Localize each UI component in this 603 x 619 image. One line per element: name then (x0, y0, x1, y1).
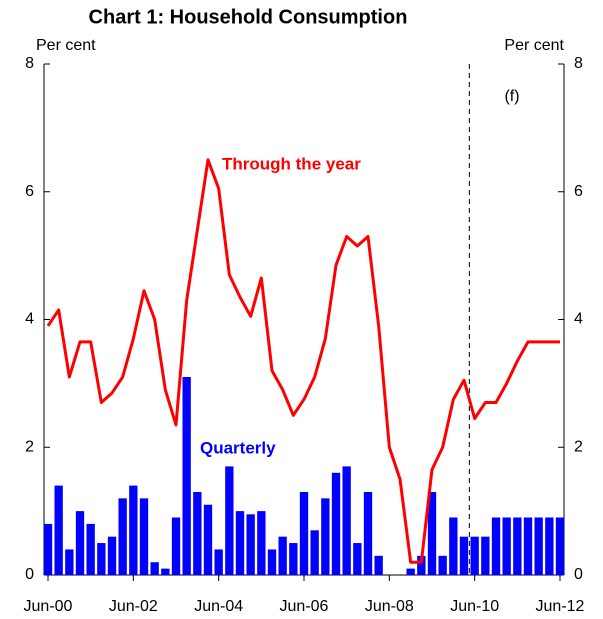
bar (470, 536, 479, 575)
bar (523, 517, 533, 575)
bar (534, 517, 543, 575)
x-tick-label: Jun-10 (450, 598, 499, 615)
line (46, 158, 560, 564)
bar (107, 536, 117, 575)
bar (374, 555, 383, 575)
bar (54, 485, 63, 575)
series-label: Through the year (222, 154, 361, 173)
bar (129, 485, 138, 575)
bar (225, 466, 234, 575)
bar (331, 472, 341, 575)
annotation: (f) (504, 88, 519, 105)
bar (86, 523, 95, 575)
x-tick-label: Jun-04 (194, 598, 243, 615)
bar (65, 549, 74, 575)
bar (182, 376, 191, 575)
bar (118, 498, 127, 575)
bar (491, 517, 501, 575)
y-tick-label: 0 (25, 566, 34, 583)
bar (438, 555, 447, 575)
y-tick-label: 8 (25, 55, 34, 72)
y2-tick-label: 4 (574, 311, 583, 328)
y2-tick-label: 6 (574, 183, 583, 200)
bar (235, 511, 245, 575)
x-tick-label: Jun-06 (280, 598, 329, 615)
bar (161, 568, 170, 575)
x-tick-label: Jun-08 (365, 598, 414, 615)
bar (193, 491, 202, 575)
x-tick-label: Jun-00 (24, 598, 73, 615)
x-tick-label: Jun-12 (536, 598, 585, 615)
bar (449, 517, 458, 575)
bar (150, 562, 159, 575)
y2-tick-label: 2 (574, 438, 583, 455)
bar (481, 536, 490, 575)
bar (257, 511, 266, 575)
bar (43, 523, 53, 575)
series-label: Quarterly (200, 438, 276, 457)
bar (513, 517, 522, 575)
bar (97, 543, 106, 575)
bar (203, 504, 213, 575)
bar (289, 543, 298, 575)
bar (214, 549, 223, 575)
y2-tick-label: 8 (574, 55, 583, 72)
bar (427, 491, 437, 575)
bar (171, 517, 181, 575)
bar (555, 517, 565, 575)
bar (363, 491, 373, 575)
bar (75, 511, 85, 575)
bar (406, 568, 415, 575)
bar (299, 491, 309, 575)
y-tick-label: 6 (25, 183, 34, 200)
bar (502, 517, 511, 575)
y2-axis-label: Per cent (504, 37, 564, 54)
y2-tick-label: 0 (574, 566, 583, 583)
y-axis-label: Per cent (36, 37, 96, 54)
bar (310, 530, 319, 575)
y-tick-label: 2 (25, 438, 34, 455)
bar (417, 555, 426, 575)
bar (342, 466, 351, 575)
bar (545, 517, 554, 575)
bar (267, 549, 277, 575)
bar (353, 543, 362, 575)
bar (321, 498, 330, 575)
chart-title: Chart 1: Household Consumption (89, 6, 408, 28)
x-tick-label: Jun-02 (109, 598, 158, 615)
y-tick-label: 4 (25, 311, 34, 328)
bar (246, 514, 255, 575)
bar (139, 498, 149, 575)
bar (459, 536, 469, 575)
bar (278, 536, 287, 575)
